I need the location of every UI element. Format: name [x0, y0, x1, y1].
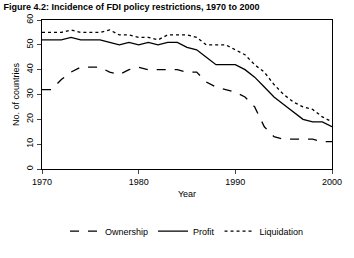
svg-text:Year: Year — [178, 189, 196, 199]
svg-text:20: 20 — [25, 113, 35, 123]
svg-text:40: 40 — [25, 63, 35, 73]
svg-text:1980: 1980 — [129, 177, 149, 187]
svg-text:Liquidation: Liquidation — [260, 227, 304, 237]
svg-text:60: 60 — [25, 14, 35, 24]
svg-text:1990: 1990 — [225, 177, 245, 187]
svg-text:1970: 1970 — [32, 177, 52, 187]
svg-text:2000: 2000 — [322, 177, 342, 187]
svg-text:Profit: Profit — [193, 227, 215, 237]
svg-text:Figure 4.2: Incidence of FDI p: Figure 4.2: Incidence of FDI policy rest… — [4, 2, 260, 12]
svg-text:10: 10 — [25, 138, 35, 148]
svg-text:50: 50 — [25, 38, 35, 48]
svg-text:0: 0 — [25, 165, 35, 170]
svg-text:Ownership: Ownership — [105, 227, 148, 237]
svg-text:No. of countries: No. of countries — [11, 62, 21, 126]
svg-text:30: 30 — [25, 88, 35, 98]
